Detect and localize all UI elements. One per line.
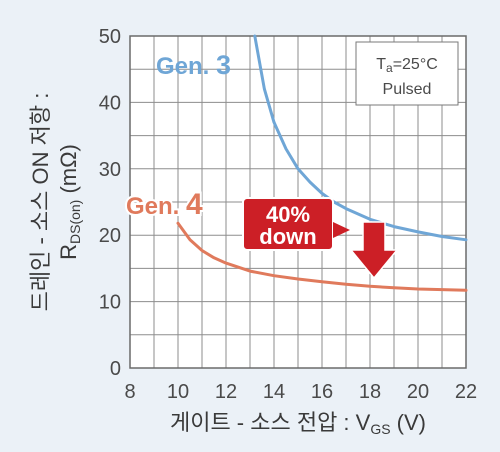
gen4-label-text: Gen. [126,193,186,220]
condition-temperature: Ta=25°C [376,56,438,75]
y-tick-label: 30 [99,159,121,181]
x-tick-label: 16 [311,381,333,403]
gen3-label-number: 3 [216,50,231,80]
plot-frame [129,35,467,369]
y-tick-label: 40 [99,92,121,114]
x-axis-title: 게이트 - 소스 전압 : VGS (V) [170,410,426,437]
xlabel-unit: (V) [391,410,426,435]
y-tick-label: 20 [99,225,121,247]
ylabel-sub: DS(on) [67,200,83,244]
x-tick-label: 14 [263,381,285,403]
xlabel-sub: GS [370,421,390,437]
callout-down: down [259,224,316,249]
x-tick-label: 10 [167,381,189,403]
ylabel-unit: (mΩ) [56,144,81,200]
x-tick-label: 22 [455,381,477,403]
gen4-label-number: 4 [186,188,203,221]
ylabel-line2: RDS(on) (mΩ) [56,144,83,260]
callout-percent: 40% [266,202,310,227]
x-tick-label: 20 [407,381,429,403]
reduction-callout: 40% down [242,197,350,251]
down-arrow [349,221,399,280]
y-tick-label: 0 [110,358,121,380]
ylabel-r: R [56,244,81,260]
ta-main: T [376,56,386,73]
series-label-gen3: Gen. 3 [156,50,231,80]
conditions-box: Ta=25°C Pulsed [355,41,459,106]
ylabel-line1: 드레인 - 소스 ON 저항 : [28,93,53,312]
series-line-gen4 [176,221,468,292]
gen3-label-text: Gen. [156,53,216,80]
ta-rest: =25°C [393,56,438,73]
y-tick-label: 50 [99,26,121,48]
tick-labels: 8 10 12 14 16 18 20 22 0 10 20 30 40 50 [99,26,477,403]
y-axis-title: 드레인 - 소스 ON 저항 : RDS(on) (mΩ) [28,93,83,312]
x-tick-label: 18 [359,381,381,403]
y-tick-label: 10 [99,292,121,314]
ta-sub: a [386,61,393,75]
condition-mode: Pulsed [383,81,432,98]
x-tick-label: 12 [215,381,237,403]
series-label-gen4: Gen. 4 [126,188,203,221]
x-tick-label: 8 [124,381,135,403]
xlabel-main: 게이트 - 소스 전압 : V [170,410,371,435]
